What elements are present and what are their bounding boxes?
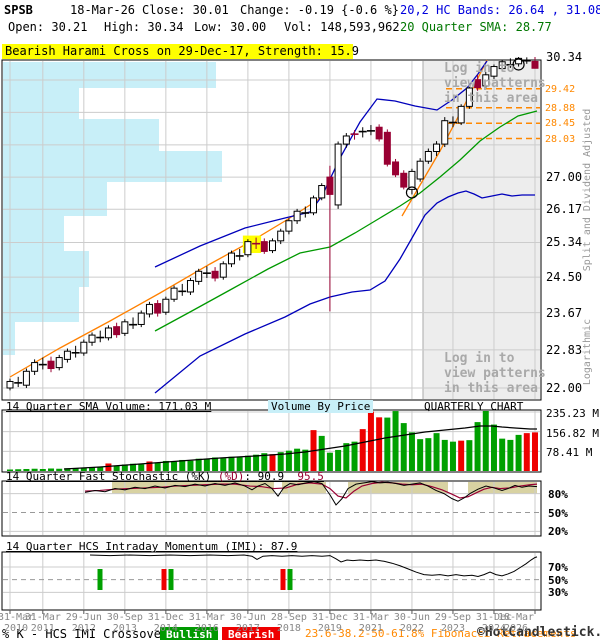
close-label: Close: 30.01 bbox=[142, 3, 229, 17]
price-axis-label: 22.83 bbox=[546, 342, 583, 357]
date-axis-label: 30-Jun 2022 bbox=[393, 612, 430, 634]
date-axis-label: 31-Dec 2014 bbox=[147, 612, 184, 634]
fib-axis-label: 28.03 bbox=[545, 133, 576, 145]
change-label: Change: -0.19 {-0.6 %} bbox=[240, 3, 399, 17]
date-axis-label: 18-Mar 2026 bbox=[497, 612, 535, 634]
price-axis-label: 22.00 bbox=[546, 381, 583, 395]
low-label: Low: 30.00 bbox=[194, 20, 267, 34]
login-overlay-text-bottom[interactable]: Log in to view patterns in this area bbox=[444, 351, 546, 396]
volume-axis-label: 235.23 M bbox=[546, 407, 599, 420]
bullish-badge: Bullish bbox=[160, 627, 219, 640]
price-axis-label: 26.17 bbox=[546, 202, 583, 217]
date-axis-label: 31-Mar 2016 bbox=[188, 612, 225, 634]
fib-axis-label: 28.45 bbox=[545, 118, 576, 130]
date-axis-label: 31-Dec 2024 bbox=[475, 612, 513, 634]
split-dividend-adjusted-label: Split and Dividend Adjusted bbox=[582, 108, 593, 272]
price-axis-label: 27.00 bbox=[546, 170, 583, 185]
high-label: High: 30.34 bbox=[104, 20, 184, 34]
imi-axis-label: 70% bbox=[548, 561, 568, 574]
stoch-axis-label: 80% bbox=[548, 487, 568, 501]
pattern-banner: Bearish Harami Cross on 29-Dec-17, Stren… bbox=[2, 44, 359, 59]
price-axis-label: 23.67 bbox=[546, 305, 583, 320]
date-axis-label: 29-Jun 2012 bbox=[65, 612, 102, 634]
price-axis-label: 25.34 bbox=[546, 235, 583, 250]
volume-axis-label: 78.41 M bbox=[546, 446, 593, 460]
date-label: 18-Mar-26 bbox=[70, 3, 136, 17]
date-axis-label: 28-Sep 2018 bbox=[270, 612, 307, 634]
date-axis-label: 30-Jun 2017 bbox=[229, 612, 266, 634]
fib-axis-label: 29.42 bbox=[545, 83, 576, 95]
date-axis-label: 30-Sep 2013 bbox=[106, 612, 143, 634]
crossover-legend-label: % K - HCS IMI Crossover, bbox=[2, 627, 176, 640]
stochastic-panel-title: 14 Quarter Fast Stochastic (%K) (%D): 90… bbox=[6, 470, 324, 483]
open-label: Open: 30.21 bbox=[8, 20, 88, 34]
volume-axis-label: 156.82 M bbox=[546, 426, 599, 440]
symbol-label: SPSB bbox=[4, 3, 33, 17]
chart-type-label: QUARTERLY CHART bbox=[424, 400, 524, 413]
fibonacci-legend-label: 23.6-38.2-50-61.8% Fibonacci Retracement… bbox=[305, 627, 577, 640]
date-axis-label: 31-Mar 2010 bbox=[0, 612, 35, 634]
stoch-axis-label: 50% bbox=[548, 506, 568, 520]
date-axis-label: 31-Mar 2021 bbox=[352, 612, 389, 634]
date-axis-label: 31-Mar 2011 bbox=[24, 612, 61, 634]
imi-axis-label: 50% bbox=[548, 573, 568, 587]
date-axis-label: 29-Sep 2023 bbox=[434, 612, 472, 634]
volume-label: Vol: 148,593,962 bbox=[284, 20, 400, 34]
copyright-label[interactable]: ©HotCandlestick.com bbox=[477, 625, 600, 640]
volume-panel-title: 14 Quarter SMA Volume: 171.03 M bbox=[6, 400, 212, 413]
date-axis-label: 31-Dec 2019 bbox=[311, 612, 348, 634]
price-axis-label: 24.50 bbox=[546, 270, 583, 285]
stoch-axis-label: 20% bbox=[548, 525, 568, 539]
volume-by-price-label: Volume By Price bbox=[268, 400, 374, 413]
hc-bands-label: 20,2 HC Bands: 26.64 , 31.08 bbox=[400, 3, 600, 17]
sma20-label: 20 Quarter SMA: 28.77 bbox=[400, 20, 552, 34]
imi-panel-title: 14 Quarter HCS Intraday Momentum (IMI): … bbox=[6, 540, 298, 553]
logarithmic-label: Logarithmic bbox=[582, 318, 593, 386]
imi-axis-label: 30% bbox=[548, 586, 568, 600]
bearish-badge: Bearish bbox=[222, 627, 281, 640]
login-overlay-text-top[interactable]: Log in to view patterns in this area bbox=[444, 61, 546, 106]
price-axis-label: 30.34 bbox=[546, 50, 583, 64]
fib-axis-label: 28.88 bbox=[545, 102, 576, 114]
